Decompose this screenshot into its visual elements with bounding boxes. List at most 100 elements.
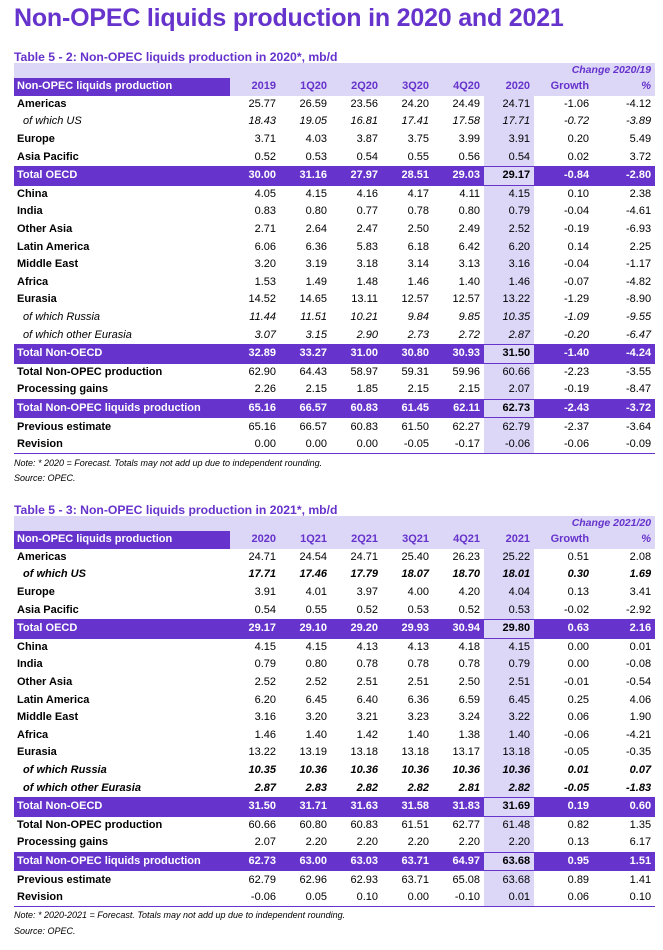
cell-value: 17.46	[299, 568, 327, 581]
table-row: China 4.15 4.15 4.13 4.13 4.18 4.15 0.00 0.01	[14, 638, 655, 657]
cell-value: 3.18	[356, 258, 378, 271]
cell-value: 3.15	[280, 326, 331, 345]
cell-value: -0.06	[484, 435, 535, 455]
cell-value: 31.58	[382, 797, 433, 817]
cell-value: 61.45	[382, 399, 433, 419]
cell-value: -1.17	[626, 258, 652, 271]
table-row: Total OECD 30.00 31.16 27.97 28.51 29.03 29.17…	[14, 166, 656, 186]
column-header: 4Q21	[433, 531, 484, 549]
table-row: Eurasia 13.22 13.19 13.18 13.18 13.17 13.18 -0.…	[14, 744, 655, 762]
table-row: Revision 0.00 0.00 0.00 -0.05 -0.17 -0.06 -0.06…	[14, 435, 656, 455]
cell-value: 63.03	[331, 852, 382, 872]
cell-value: 10.36	[350, 764, 378, 777]
cell-value: 1.35	[629, 818, 652, 831]
cell-value: 3.16	[484, 255, 535, 274]
cell-value: 62.11	[433, 399, 484, 419]
row-label: Middle East	[17, 258, 79, 271]
cell-value: 6.06	[254, 240, 276, 253]
cell-value: 4.01	[305, 586, 327, 599]
table-2-title: Table 5 - 3: Non-OPEC liquids production…	[14, 503, 338, 517]
cell-value: 58.97	[350, 365, 378, 378]
cell-value: 63.00	[280, 852, 331, 872]
cell-value: 17.71	[248, 568, 276, 581]
cell-value: -8.47	[593, 381, 656, 400]
cell-value: 0.52	[331, 601, 382, 620]
cell-value: 2.20	[280, 834, 331, 853]
cell-value: 63.71	[401, 873, 429, 886]
cell-value: 24.71	[248, 550, 276, 563]
cell-value: 3.20	[254, 258, 276, 271]
cell-value: 0.80	[305, 658, 327, 671]
cell-value: 0.89	[567, 873, 590, 886]
cell-value: 1.90	[629, 711, 652, 724]
cell-value: 10.36	[452, 764, 480, 777]
table-row: Africa 1.53 1.49 1.48 1.46 1.40 1.46 -0.07 -4.82	[14, 273, 655, 292]
cell-value: 18.01	[484, 566, 535, 584]
column-header: 2Q20	[331, 78, 382, 96]
cell-value: -8.90	[626, 293, 652, 306]
cell-value: -1.40	[534, 344, 594, 364]
cell-value: 14.65	[299, 293, 327, 306]
cell-value: 1.51	[593, 852, 656, 872]
cell-value: 11.51	[300, 311, 327, 324]
cell-value: 0.78	[356, 658, 378, 671]
cell-value: 4.15	[484, 638, 535, 657]
cell-value: -0.06	[534, 435, 594, 455]
cell-value: 0.25	[567, 693, 590, 706]
row-label: Eurasia	[17, 293, 57, 306]
cell-value: -0.17	[433, 435, 484, 455]
cell-value: 0.20	[567, 133, 590, 146]
cell-value: 2.82	[331, 779, 382, 798]
column-header: %	[593, 531, 656, 549]
cell-value: 10.21	[350, 311, 378, 324]
cell-value: 6.18	[407, 240, 429, 253]
cell-value: -0.19	[563, 223, 590, 236]
cell-value: 19.05	[299, 115, 327, 128]
cell-value: 1.40	[305, 728, 327, 741]
column-header-label: Non-OPEC liquids production	[14, 531, 230, 549]
cell-value: 10.36	[299, 764, 327, 777]
row-label: Previous estimate	[17, 873, 112, 886]
cell-value: 5.83	[356, 240, 378, 253]
cell-value: 65.16	[230, 399, 280, 419]
cell-value: 10.36	[401, 764, 429, 777]
cell-value: -0.06	[230, 888, 280, 908]
cell-value: 2.16	[593, 619, 656, 639]
table-row: Other Asia 2.71 2.64 2.47 2.50 2.49 2.52 -0.19 -…	[14, 220, 655, 239]
row-label: Latin America	[17, 693, 90, 706]
cell-value: 61.50	[401, 420, 429, 433]
table-row: Total Non-OPEC production 60.66 60.80 60.83…	[14, 816, 655, 835]
row-label: of which US	[23, 568, 86, 581]
cell-value: 0.55	[280, 601, 331, 620]
table-row: Total Non-OPEC liquids production 65.16 66…	[14, 399, 656, 419]
page-title: Non-OPEC liquids production in 2020 and …	[14, 4, 564, 32]
cell-value: 2.07	[484, 381, 535, 400]
table-1-source: Source: OPEC.	[14, 473, 76, 483]
cell-value: 17.58	[452, 115, 480, 128]
cell-value: 64.43	[299, 365, 327, 378]
cell-value: 29.17	[230, 619, 280, 639]
column-header-row: Non-OPEC liquids production 2019 1Q20 2Q20 3…	[14, 78, 656, 96]
cell-value: 0.52	[230, 148, 280, 167]
row-label: Processing gains	[14, 381, 230, 400]
cell-value: -6.93	[626, 223, 652, 236]
cell-value: 29.93	[382, 619, 433, 639]
row-label: of which US	[23, 115, 82, 128]
change-period-label: Change 2021/20	[534, 516, 656, 531]
cell-value: 0.01	[567, 764, 590, 777]
cell-value: 13.11	[351, 293, 378, 306]
row-label: of which Russia	[23, 764, 107, 777]
table-row: Other Asia 2.52 2.52 2.51 2.51 2.50 2.51 -0.01 -…	[14, 673, 655, 692]
table-row: Africa 1.46 1.40 1.42 1.40 1.38 1.40 -0.06 -4.21	[14, 726, 655, 745]
cell-value: 4.15	[484, 185, 535, 204]
cell-value: 0.80	[458, 205, 480, 218]
table-1-note: Note: * 2020 = Forecast. Totals may not …	[14, 458, 323, 468]
cell-value: 2.87	[484, 326, 535, 345]
cell-value: 17.71	[484, 113, 535, 131]
cell-value: 0.13	[534, 834, 594, 853]
cell-value: -2.37	[563, 420, 590, 433]
cell-value: 1.46	[407, 275, 429, 288]
cell-value: -4.61	[626, 205, 652, 218]
header-change-row: Change 2020/19	[14, 63, 656, 78]
cell-value: 2.26	[230, 381, 280, 400]
